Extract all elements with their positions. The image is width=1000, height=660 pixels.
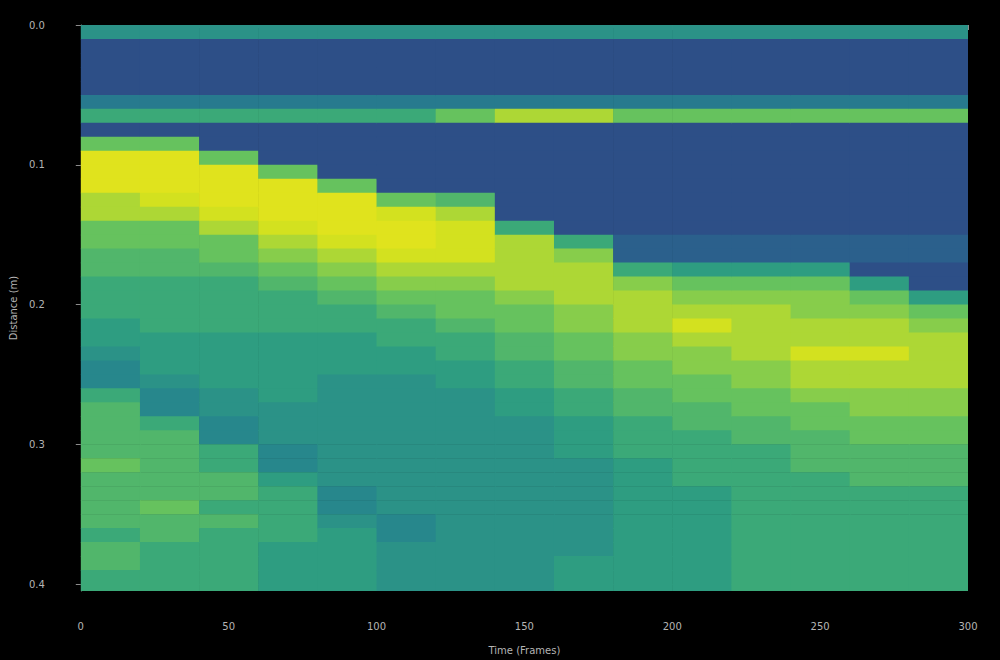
svg-text:0: 0 (78, 621, 84, 632)
svg-text:0.4: 0.4 (29, 579, 45, 590)
svg-text:0.2: 0.2 (29, 299, 45, 310)
svg-text:Time (Frames): Time (Frames) (487, 645, 560, 656)
svg-text:100: 100 (367, 621, 386, 632)
svg-text:50: 50 (222, 621, 235, 632)
svg-text:Distance (m): Distance (m) (8, 276, 19, 341)
svg-text:0.3: 0.3 (29, 439, 45, 450)
svg-text:0.0: 0.0 (29, 20, 45, 31)
svg-text:0.1: 0.1 (29, 159, 45, 170)
svg-text:300: 300 (958, 621, 977, 632)
svg-text:200: 200 (663, 621, 682, 632)
svg-text:150: 150 (515, 621, 534, 632)
svg-text:250: 250 (811, 621, 830, 632)
